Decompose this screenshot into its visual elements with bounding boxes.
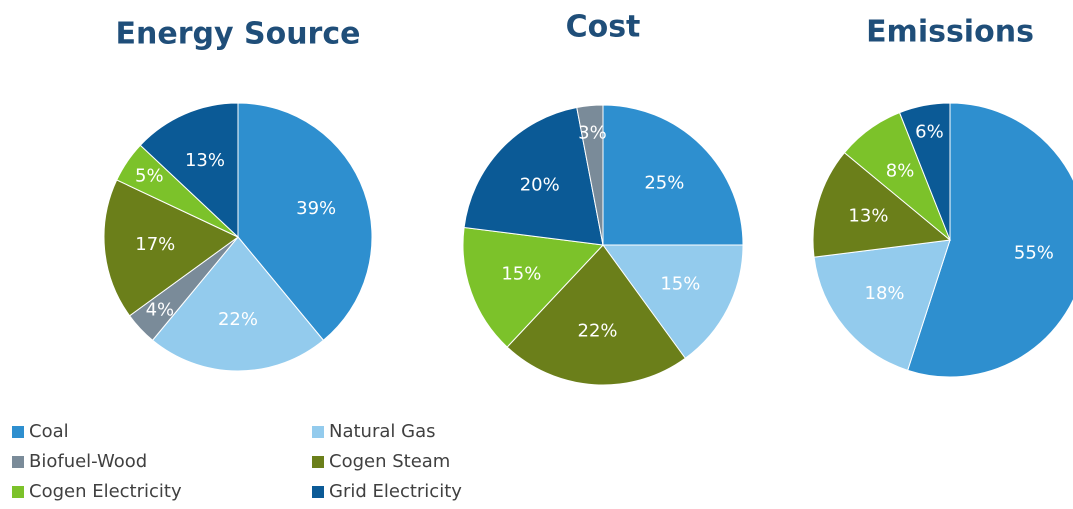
value-label: 20% — [520, 175, 560, 196]
pie-slice — [812, 151, 952, 258]
legend-label: Biofuel-Wood — [29, 451, 147, 472]
value-label: 39% — [296, 198, 336, 219]
legend-swatch — [312, 486, 324, 498]
value-label: 4% — [146, 299, 175, 320]
value-label: 55% — [1014, 242, 1054, 263]
value-label: 15% — [501, 263, 541, 284]
pie-slice — [813, 239, 951, 371]
value-label: 15% — [660, 273, 700, 294]
legend-label: Cogen Steam — [329, 451, 450, 472]
legend-swatch — [312, 456, 324, 468]
value-label: 13% — [848, 205, 888, 226]
value-label: 6% — [915, 121, 944, 142]
chart-title: Cost — [566, 10, 641, 45]
legend-swatch — [12, 456, 24, 468]
pie-slice — [506, 244, 686, 386]
pie-slice — [602, 244, 744, 359]
legend-label: Natural Gas — [329, 421, 435, 442]
chart-title: Emissions — [866, 15, 1034, 50]
pie-slice — [151, 236, 325, 372]
value-label: 5% — [135, 166, 164, 187]
pie-slice — [898, 102, 951, 241]
pie-slice — [237, 102, 373, 341]
value-label: 13% — [185, 150, 225, 171]
chart-title: Energy Source — [116, 17, 361, 52]
legend-label: Coal — [29, 421, 69, 442]
legend-swatch — [12, 426, 24, 438]
legend-label: Grid Electricity — [329, 481, 462, 502]
pie-slice — [602, 104, 744, 246]
pie-slice — [907, 102, 1073, 378]
legend-label: Cogen Electricity — [29, 481, 182, 502]
pie-slice — [576, 104, 604, 246]
pie-slice — [103, 179, 239, 317]
pie-slice — [463, 106, 604, 246]
value-label: 22% — [578, 321, 618, 342]
value-label: 22% — [218, 309, 258, 330]
value-label: 8% — [886, 160, 915, 181]
legend-swatch — [312, 426, 324, 438]
value-label: 18% — [865, 283, 905, 304]
pie-slice — [139, 102, 239, 239]
legend-swatch — [12, 486, 24, 498]
value-label: 25% — [644, 173, 684, 194]
value-label: 3% — [578, 122, 607, 143]
pie-slice — [462, 226, 605, 348]
value-label: 17% — [135, 234, 175, 255]
